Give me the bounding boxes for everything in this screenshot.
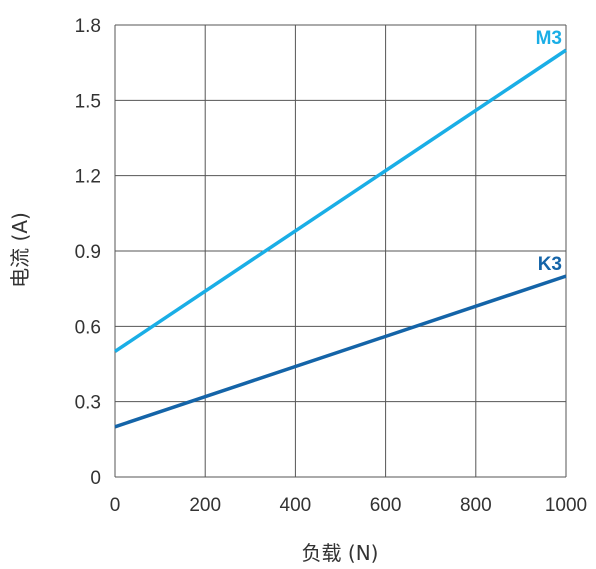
y-tick-label: 0.3 bbox=[75, 393, 101, 414]
series-label-m3: M3 bbox=[536, 28, 562, 49]
series-lines bbox=[114, 48, 567, 429]
y-tick-label: 0 bbox=[90, 468, 101, 489]
y-tick-label: 1.2 bbox=[75, 167, 101, 188]
x-axis-title: 负载 (N) bbox=[302, 541, 379, 565]
y-tick-label: 0.6 bbox=[75, 317, 101, 338]
series-label-k3: K3 bbox=[538, 254, 562, 275]
y-tick-label: 1.8 bbox=[75, 16, 101, 37]
x-tick-label: 800 bbox=[460, 495, 492, 516]
x-tick-label: 1000 bbox=[545, 495, 587, 516]
y-axis-title: 电流 (A) bbox=[8, 212, 32, 288]
x-tick-label: 0 bbox=[110, 495, 121, 516]
series-labels: M3 K3 bbox=[536, 28, 562, 275]
series-line-k3 bbox=[114, 274, 567, 429]
x-tick-label: 200 bbox=[189, 495, 221, 516]
y-tick-label: 0.9 bbox=[75, 242, 101, 263]
tick-labels: 0 200 400 600 800 1000 0 0.3 0.6 0.9 1.2 1.5 1.8 bbox=[75, 16, 588, 516]
x-tick-label: 600 bbox=[370, 495, 402, 516]
series-line-m3 bbox=[114, 48, 567, 353]
x-tick-label: 400 bbox=[280, 495, 312, 516]
y-tick-label: 1.5 bbox=[75, 91, 101, 112]
grid bbox=[114, 24, 567, 478]
